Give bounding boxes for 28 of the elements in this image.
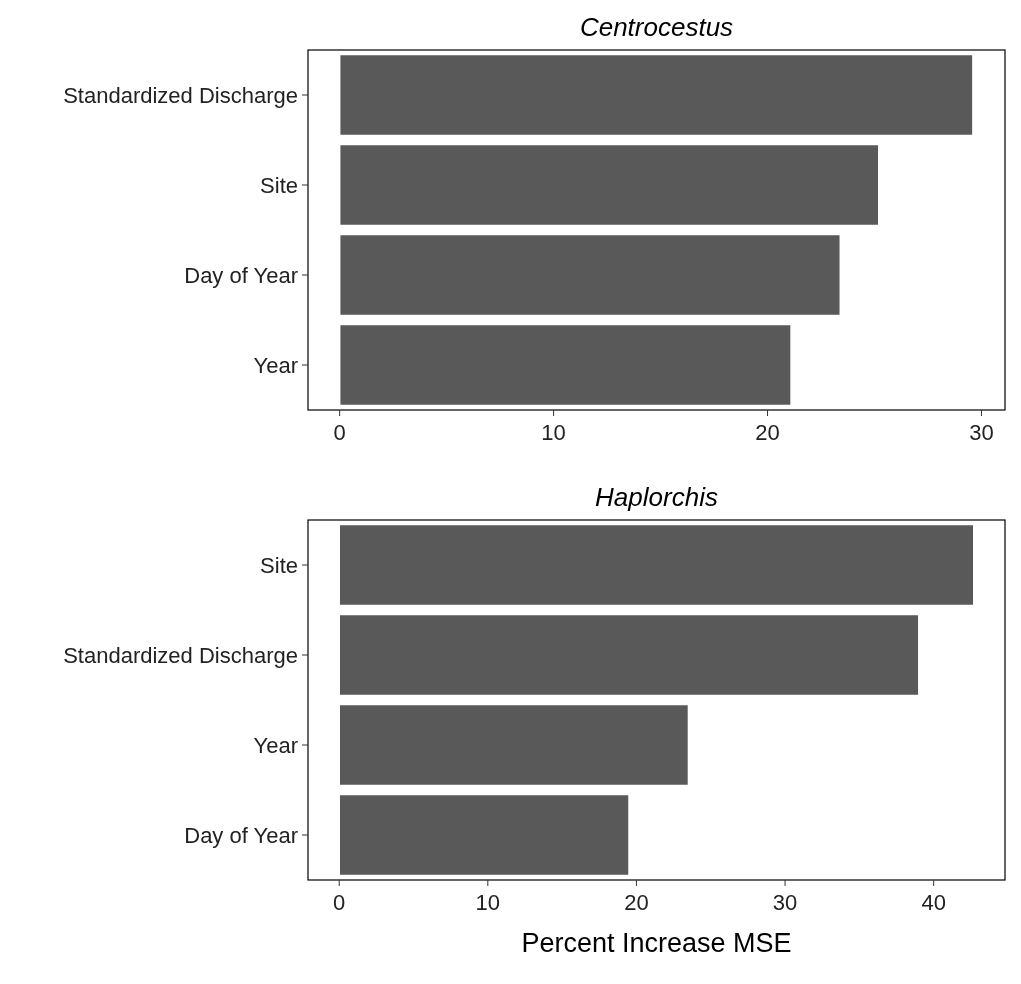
x-axis-title: Percent Increase MSE [521,928,792,958]
bar [338,793,630,877]
x-tick-label: 20 [624,890,649,915]
bar [338,233,842,317]
y-tick-label: Day of Year [184,262,298,288]
y-tick-label: Standardized Discharge [63,642,298,668]
bar [338,53,974,137]
x-tick-label: 0 [333,890,346,915]
y-tick-label: Day of Year [184,822,298,848]
y-tick-label: Site [260,552,298,578]
x-tick-label: 0 [333,420,346,445]
y-tick-label: Year [253,732,298,758]
x-tick-label: 40 [921,890,946,915]
bar [338,613,920,697]
x-tick-label: 20 [755,420,780,445]
x-tick-label: 30 [772,890,798,915]
x-tick-label: 30 [969,420,994,445]
bar [338,703,690,787]
chart-title: Centrocestus [579,12,734,42]
y-tick-label: Year [253,352,298,378]
chart-title: Haplorchis [595,482,718,512]
x-tick-label: 10 [475,890,501,915]
y-tick-label: Standardized Discharge [63,82,298,108]
bar [338,323,792,407]
x-tick-label: 10 [541,420,566,445]
bar [338,523,975,607]
bar [338,143,880,227]
y-tick-label: Site [260,172,298,198]
